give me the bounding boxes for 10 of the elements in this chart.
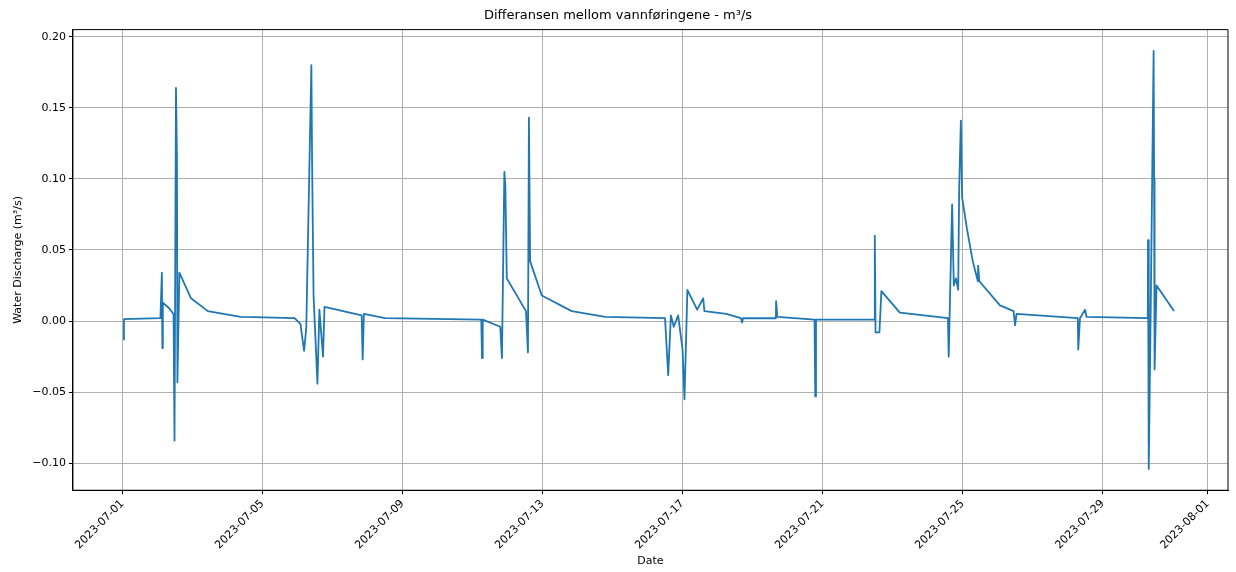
y-tick-label: 0.05 xyxy=(41,242,66,256)
y-tick-label: 0.00 xyxy=(41,313,66,327)
y-tick-label: 0.15 xyxy=(41,100,66,114)
y-tick-label: 0.20 xyxy=(41,29,66,43)
y-tick-label: −0.05 xyxy=(32,385,66,399)
y-tick-label: −0.10 xyxy=(32,456,66,470)
x-axis-title: Date xyxy=(637,554,664,568)
y-tick-label: 0.10 xyxy=(41,171,66,185)
chart-title: Differansen mellom vannføringene - m³/s xyxy=(483,7,753,23)
y-axis-title: Water Discharge (m³/s) xyxy=(11,196,25,324)
